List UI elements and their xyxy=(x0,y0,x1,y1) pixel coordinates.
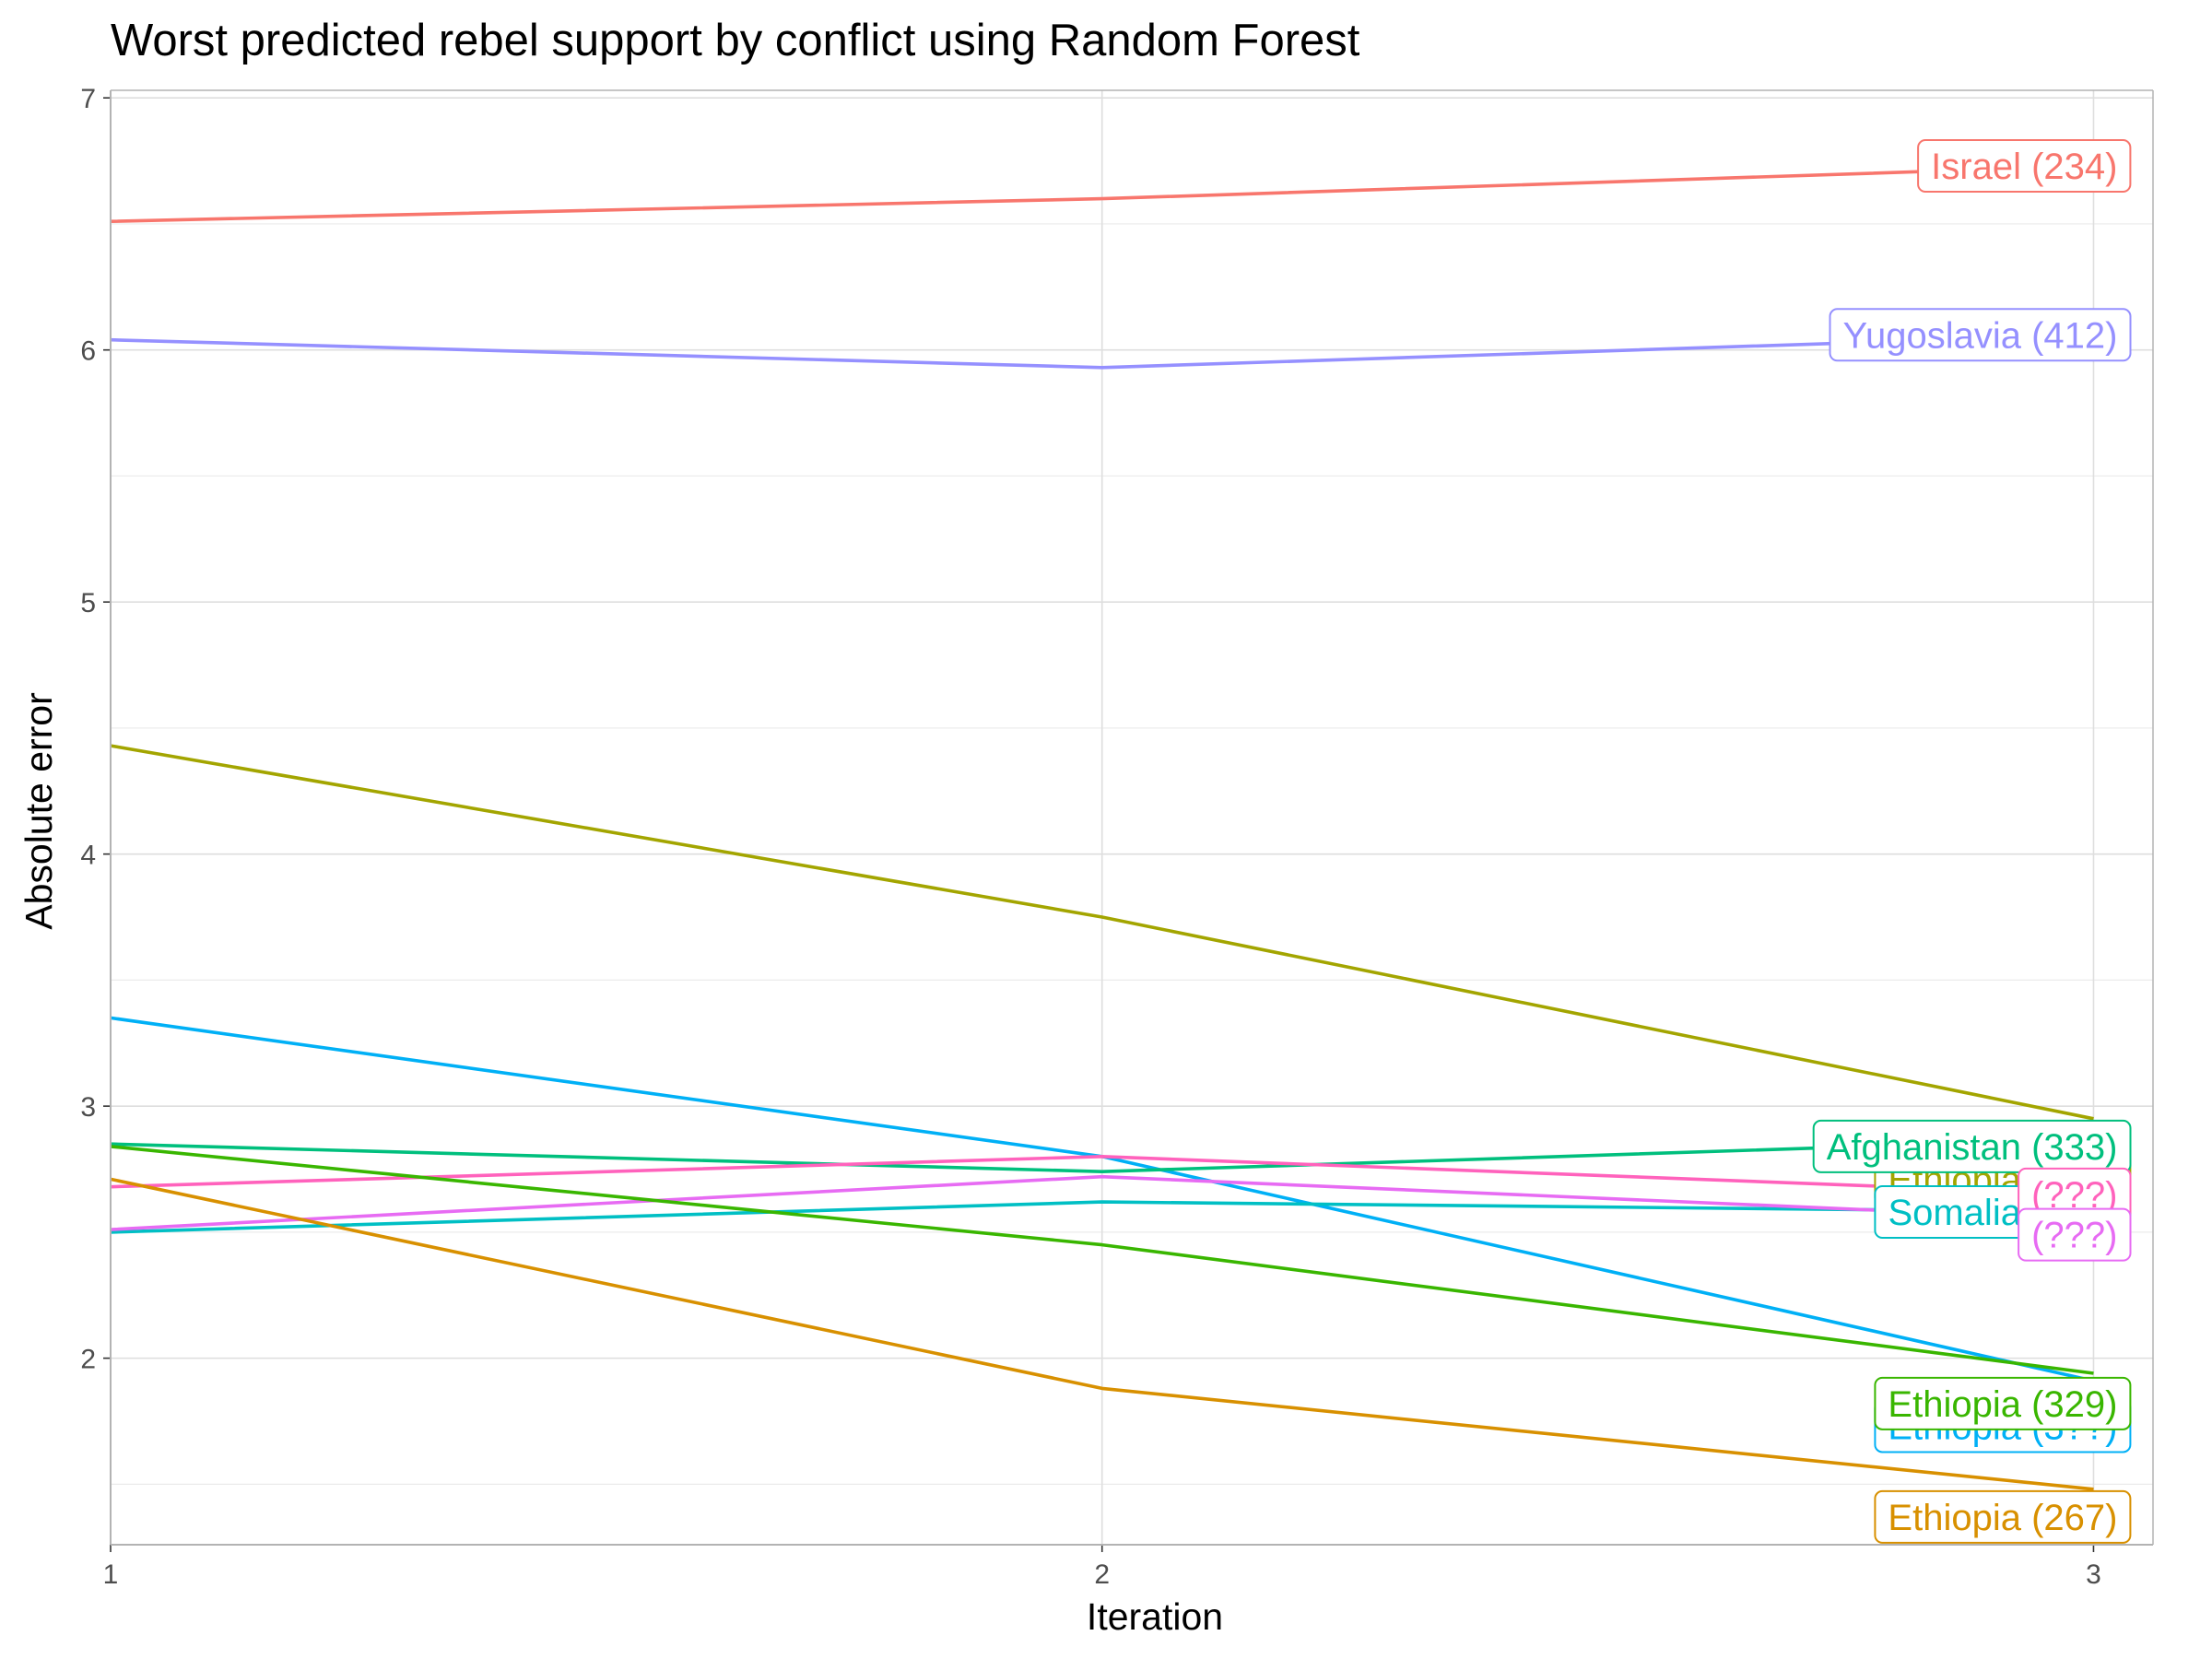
y-tick-label: 6 xyxy=(80,336,96,367)
series-line-10 xyxy=(110,1177,2094,1491)
y-tick-label: 4 xyxy=(80,841,96,871)
series-label-text: Yugoslavia (412) xyxy=(1842,315,2117,356)
series-line-2 xyxy=(110,333,2094,370)
series-label-text: Ethiopia (329) xyxy=(1888,1384,2117,1425)
series-label-box xyxy=(2018,1207,2132,1262)
series-line-9 xyxy=(110,1145,2094,1375)
series-label-text: (???) xyxy=(2031,1216,2117,1256)
series-line-3 xyxy=(110,744,2094,1121)
series-label-box xyxy=(1874,1376,2132,1430)
series-label-box xyxy=(1874,1489,2132,1544)
y-tick-label: 5 xyxy=(80,588,96,618)
x-tick-label: 3 xyxy=(2086,1559,2101,1590)
series-label-box xyxy=(1812,1119,2132,1173)
x-axis-title: Iteration xyxy=(1087,1595,1223,1638)
series-line-6 xyxy=(110,1200,2094,1234)
series-label-box xyxy=(1829,308,2132,362)
series-labels: Israel (234)Yugoslavia (412)Ethiopia (27… xyxy=(1812,139,2132,1544)
series-line-8 xyxy=(110,1174,2094,1231)
series-line-7 xyxy=(110,1155,2094,1196)
series-label-10: Ethiopia (267) xyxy=(1874,1489,2132,1544)
series-label-1: Israel (234) xyxy=(1917,139,2132,194)
series-line-5 xyxy=(110,1136,2094,1173)
x-tick-label: 1 xyxy=(103,1559,119,1590)
y-axis-title: Absolute error xyxy=(18,692,60,930)
series-label-text: Israel (234) xyxy=(1931,147,2117,187)
axes: 2 3 4 5 6 7 1 2 3 xyxy=(80,84,2154,1590)
series-label-5: Afghanistan (333) xyxy=(1812,1119,2132,1173)
series-line-1 xyxy=(110,164,2094,223)
series-label-2: Yugoslavia (412) xyxy=(1829,308,2132,362)
series-label-8: (???) xyxy=(2018,1207,2132,1262)
series-label-box xyxy=(1917,139,2132,194)
y-tick-label: 3 xyxy=(80,1092,96,1123)
series-label-text: Ethiopia (267) xyxy=(1888,1498,2117,1538)
y-tick-label: 7 xyxy=(80,84,96,114)
series-label-text: Afghanistan (333) xyxy=(1827,1127,2118,1168)
x-tick-label: 2 xyxy=(1094,1559,1110,1590)
series-lines xyxy=(110,164,2094,1491)
series-label-9: Ethiopia (329) xyxy=(1874,1376,2132,1430)
y-tick-label: 2 xyxy=(80,1345,96,1375)
chart-title: Worst predicted rebel support by conflic… xyxy=(111,16,1360,65)
